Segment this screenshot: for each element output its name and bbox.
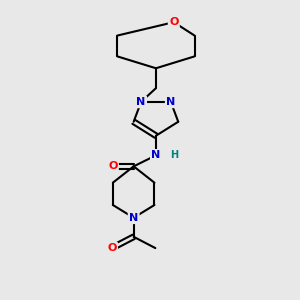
Text: N: N <box>151 150 160 160</box>
Text: O: O <box>108 161 118 171</box>
Text: O: O <box>169 17 178 27</box>
Text: N: N <box>129 213 138 223</box>
Text: N: N <box>166 97 176 107</box>
Text: H: H <box>170 150 178 160</box>
Text: O: O <box>107 243 117 253</box>
Text: N: N <box>136 97 146 107</box>
